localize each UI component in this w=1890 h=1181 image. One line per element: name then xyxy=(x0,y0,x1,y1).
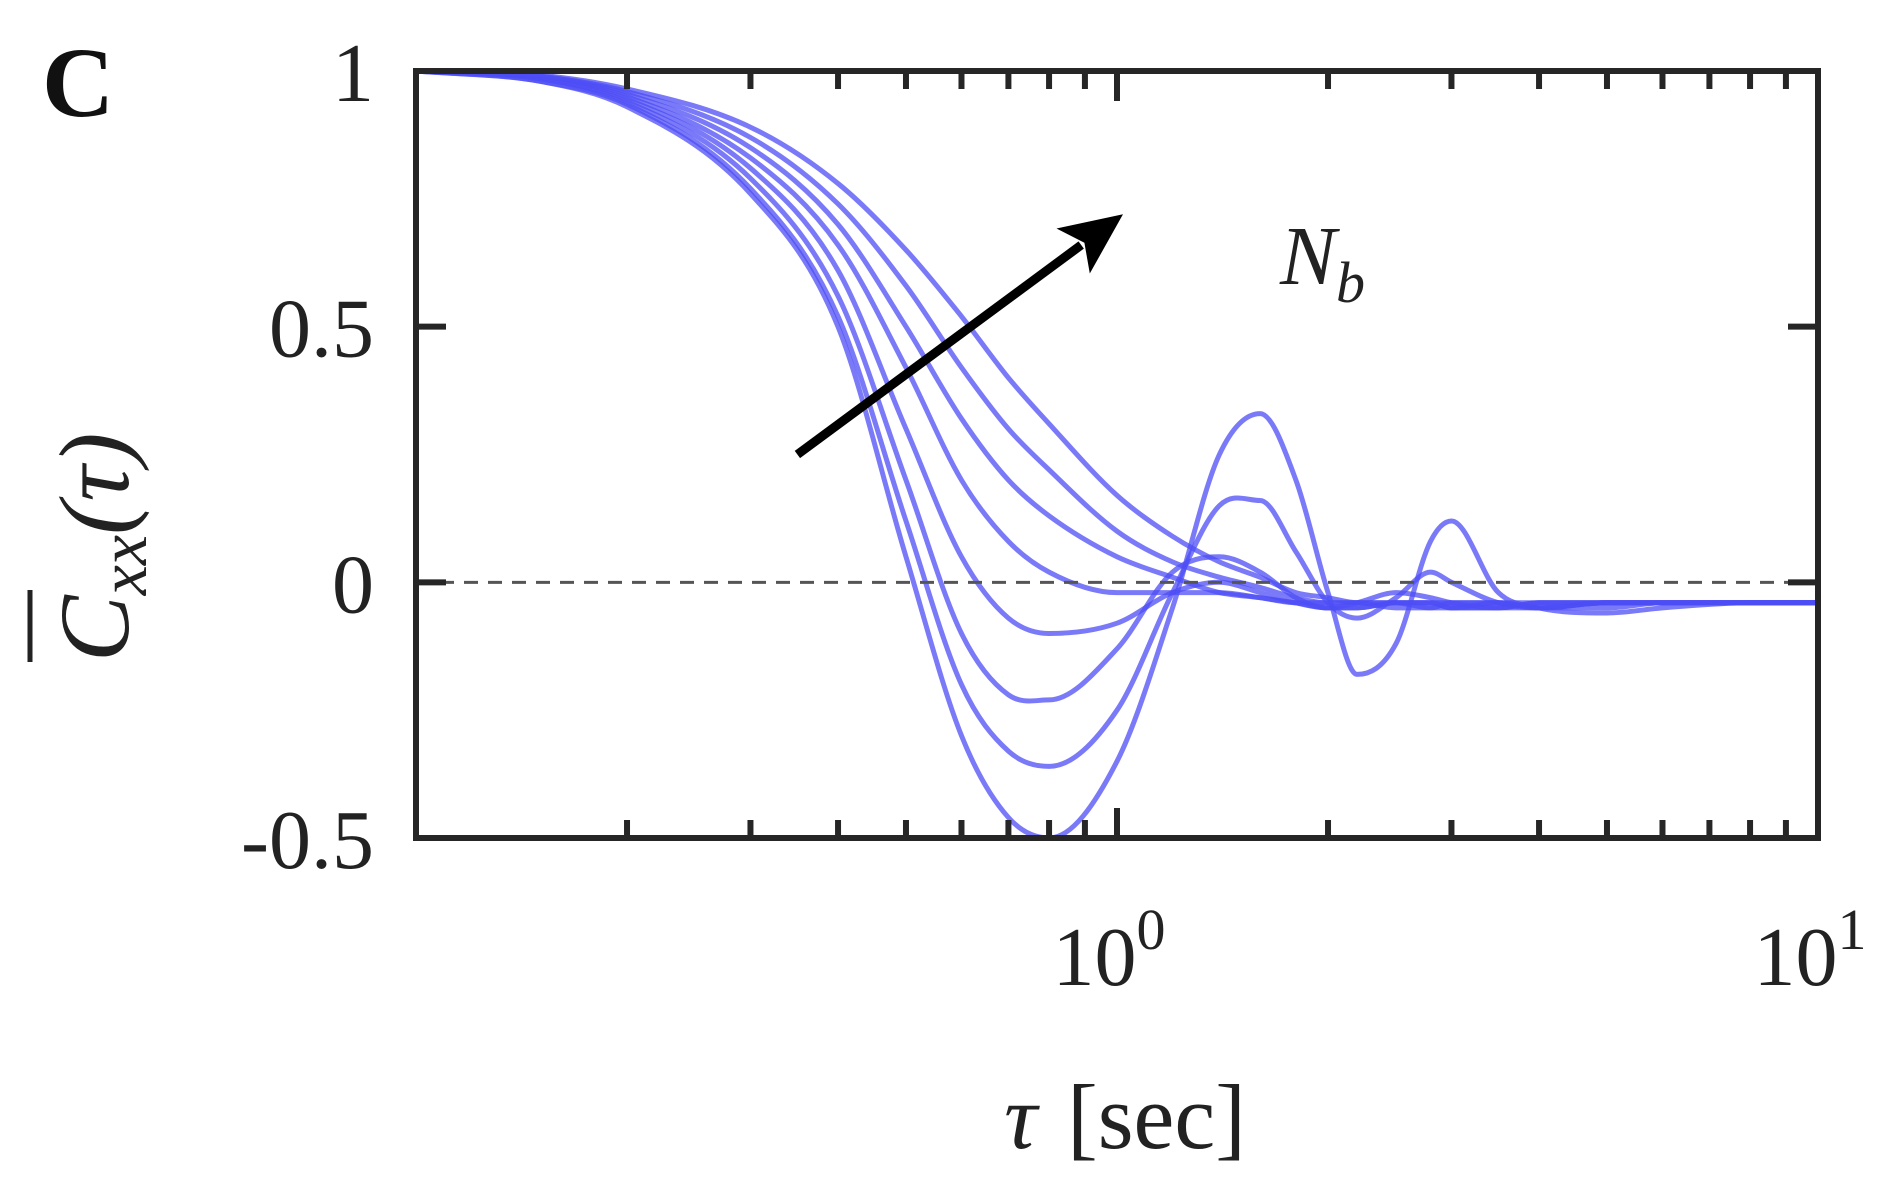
arrow-head-icon xyxy=(1056,214,1123,274)
y-axis-symbol: C xyxy=(39,594,150,662)
x-tick-label: 101 xyxy=(1754,897,1867,1004)
x-tick-label: 100 xyxy=(1053,897,1166,1004)
nb-label: Nb xyxy=(1279,210,1365,315)
y-tick-label: 0 xyxy=(332,538,374,631)
y-axis-argument: (τ) xyxy=(39,433,150,535)
nb-annotation: Nb xyxy=(794,210,1365,459)
x-axis-unit: [sec] xyxy=(1067,1066,1246,1168)
plot-frame xyxy=(413,68,1821,841)
x-axis-symbol: τ xyxy=(1004,1066,1040,1168)
y-tick-label: -0.5 xyxy=(241,794,374,887)
y-tick-label: 0.5 xyxy=(269,283,374,376)
tick-layer xyxy=(413,68,1821,841)
nb-symbol: N xyxy=(1279,210,1340,303)
series-line-6 xyxy=(415,68,1818,611)
arrow-shaft xyxy=(794,241,1084,459)
series-line-2 xyxy=(415,68,1818,769)
x-axis-label: τ [sec] xyxy=(1004,1066,1246,1168)
svg-text:Cxx(τ): Cxx(τ) xyxy=(39,433,161,662)
nb-subscript: b xyxy=(1336,250,1365,315)
x-tick-labels: 100 101 xyxy=(1053,897,1867,1004)
series-line-8 xyxy=(415,68,1818,611)
series-line-7 xyxy=(415,68,1818,611)
y-axis-subscript: xx xyxy=(85,535,161,596)
y-axis-label: Cxx(τ) xyxy=(27,433,161,662)
series-line-1 xyxy=(415,68,1818,841)
panel-label: C xyxy=(42,27,114,138)
y-tick-label: 1 xyxy=(332,27,374,120)
series-line-4 xyxy=(415,68,1818,636)
series-layer xyxy=(415,68,1818,841)
y-tick-labels: 1 0.5 0 -0.5 xyxy=(241,27,374,887)
series-line-5 xyxy=(415,68,1818,611)
